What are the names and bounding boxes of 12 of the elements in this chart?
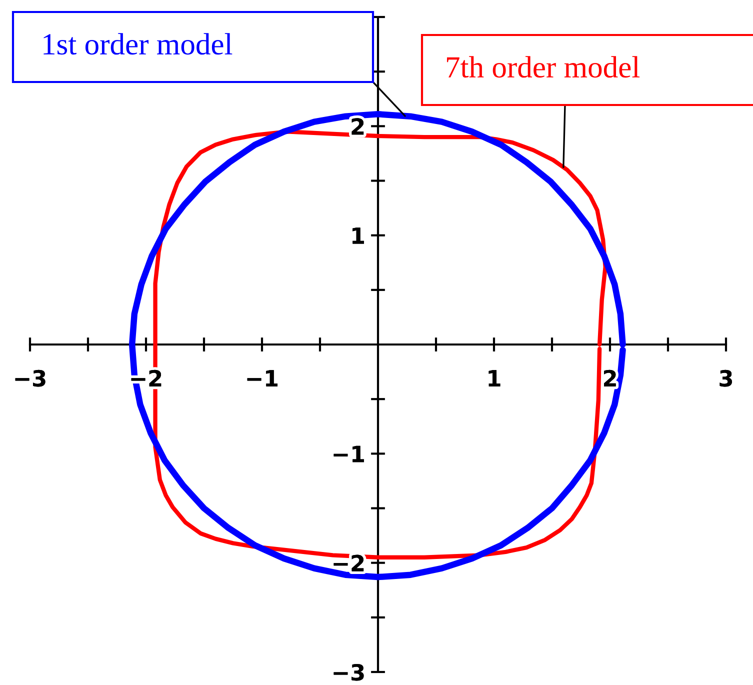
x-tick-label: −3 xyxy=(15,370,46,387)
y-tick-label: −2 xyxy=(334,554,364,572)
x-tick-label: 3 xyxy=(720,370,732,387)
series-label: 7th order model xyxy=(447,56,640,78)
y-tick-label: 1 xyxy=(352,228,364,244)
text: 1st order model xyxy=(44,33,232,55)
x-tick-label: −1 xyxy=(247,370,278,386)
y-tick-label: −3 xyxy=(334,664,364,681)
y-tick-label: −1 xyxy=(334,446,364,462)
y-tick-label: 2 xyxy=(352,118,364,135)
x-tick-label: 1 xyxy=(488,370,500,386)
x-tick-label: 2 xyxy=(604,370,616,386)
